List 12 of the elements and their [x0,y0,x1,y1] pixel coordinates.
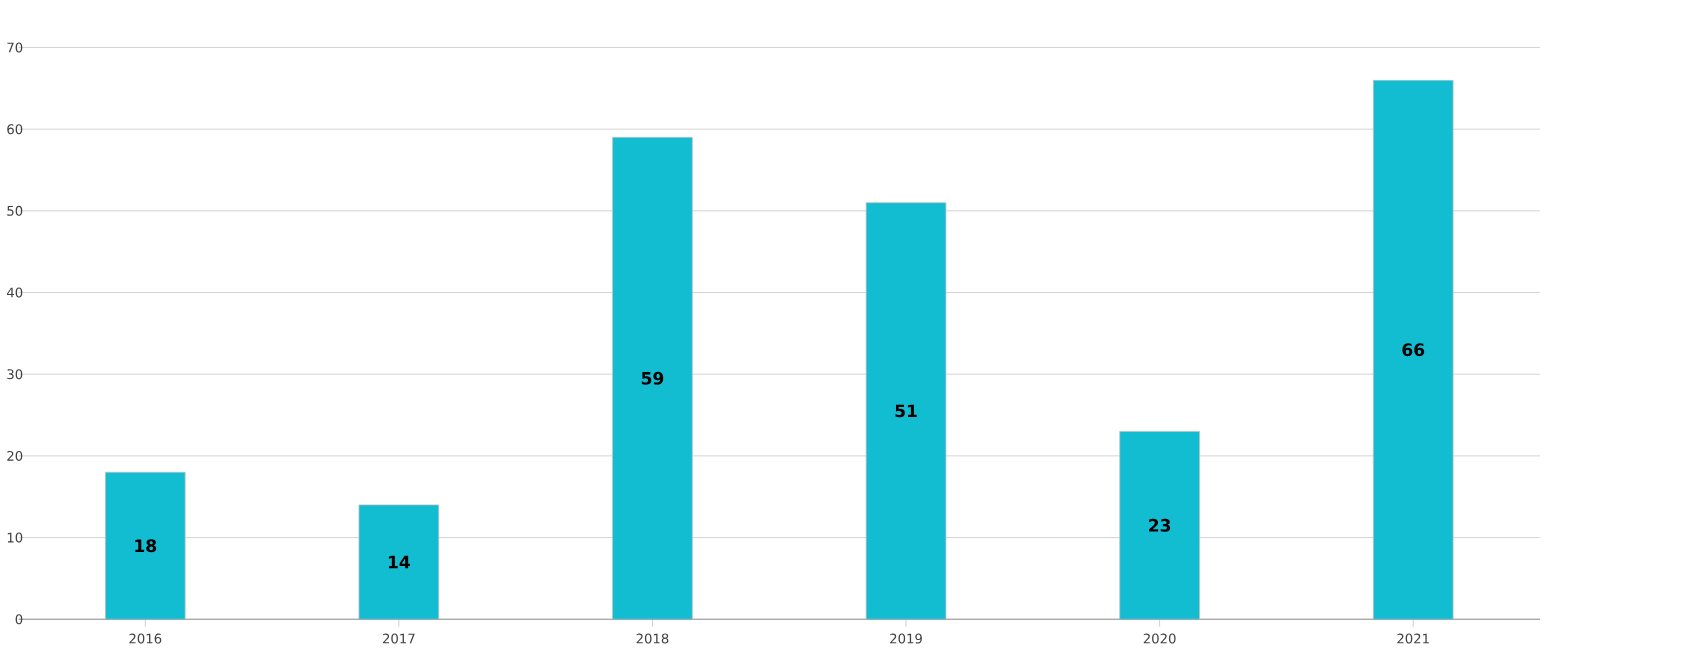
data-label: 66 [1402,342,1425,356]
data-label: 23 [1149,518,1171,532]
bar [358,504,440,619]
bar [1372,79,1454,619]
data-label: 59 [641,371,664,385]
data-label: 51 [895,404,917,417]
bar [612,136,693,619]
data-label: 14 [388,555,410,568]
data-label: 18 [135,538,157,552]
bar [865,201,947,619]
bar [1119,430,1200,619]
bar [105,471,186,619]
